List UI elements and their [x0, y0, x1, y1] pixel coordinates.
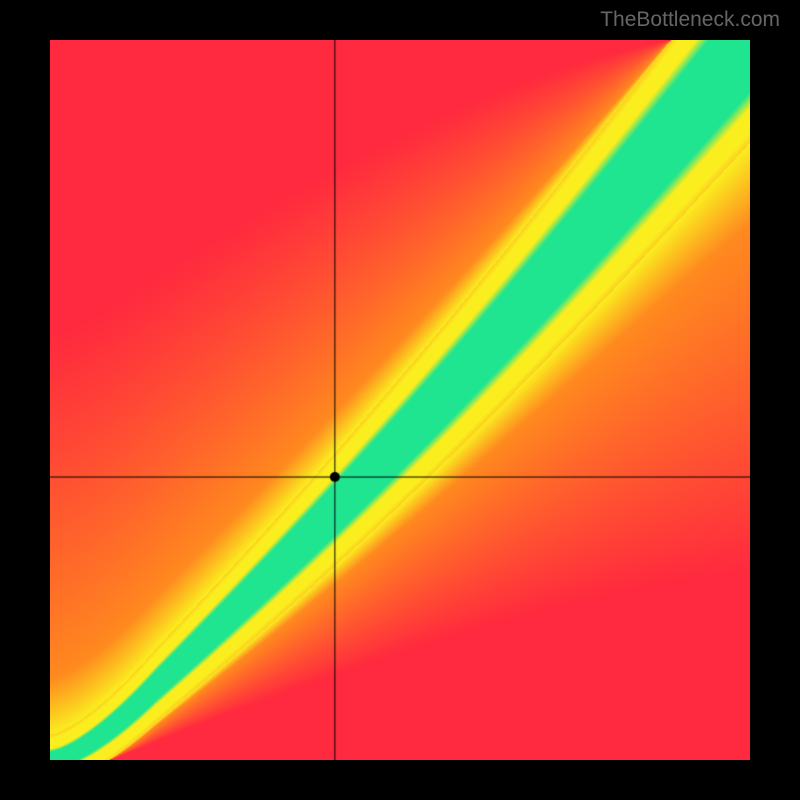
watermark-text: TheBottleneck.com [600, 8, 780, 32]
bottleneck-heatmap [50, 40, 750, 760]
heatmap-canvas [50, 40, 750, 760]
